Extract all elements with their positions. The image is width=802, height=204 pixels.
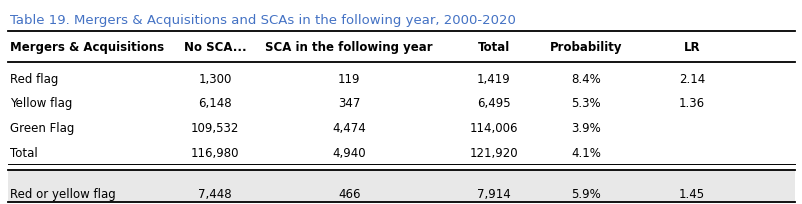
Text: 347: 347 [338, 97, 360, 110]
Text: 7,448: 7,448 [198, 187, 232, 200]
Text: Total: Total [10, 146, 38, 159]
Text: 5.3%: 5.3% [571, 97, 600, 110]
Text: 109,532: 109,532 [191, 121, 239, 134]
Text: 2.14: 2.14 [678, 72, 704, 85]
Text: 4,940: 4,940 [332, 146, 366, 159]
Text: 8.4%: 8.4% [570, 72, 601, 85]
Text: 1,300: 1,300 [198, 72, 232, 85]
Text: LR: LR [683, 41, 699, 54]
Text: 1.45: 1.45 [678, 187, 704, 200]
Text: 6,495: 6,495 [476, 97, 510, 110]
Bar [8, 170, 794, 202]
Text: 121,920: 121,920 [469, 146, 517, 159]
Text: No SCA...: No SCA... [184, 41, 246, 54]
Text: Red or yellow flag: Red or yellow flag [10, 187, 115, 200]
Text: 5.9%: 5.9% [570, 187, 601, 200]
Text: 7,914: 7,914 [476, 187, 510, 200]
Text: 466: 466 [338, 187, 360, 200]
Text: Probability: Probability [549, 41, 622, 54]
Text: 4,474: 4,474 [332, 121, 366, 134]
Text: 114,006: 114,006 [469, 121, 517, 134]
Text: 119: 119 [338, 72, 360, 85]
Text: Yellow flag: Yellow flag [10, 97, 72, 110]
Text: 116,980: 116,980 [191, 146, 239, 159]
Text: SCA in the following year: SCA in the following year [265, 41, 432, 54]
Text: Green Flag: Green Flag [10, 121, 74, 134]
Text: Mergers & Acquisitions: Mergers & Acquisitions [10, 41, 164, 54]
Text: Red flag: Red flag [10, 72, 58, 85]
Text: Total: Total [477, 41, 509, 54]
Text: 6,148: 6,148 [198, 97, 232, 110]
Text: 4.1%: 4.1% [570, 146, 601, 159]
Text: 3.9%: 3.9% [570, 121, 601, 134]
Text: 1.36: 1.36 [678, 97, 704, 110]
Text: Table 19. Mergers & Acquisitions and SCAs in the following year, 2000-2020: Table 19. Mergers & Acquisitions and SCA… [10, 14, 515, 27]
Text: 1,419: 1,419 [476, 72, 510, 85]
